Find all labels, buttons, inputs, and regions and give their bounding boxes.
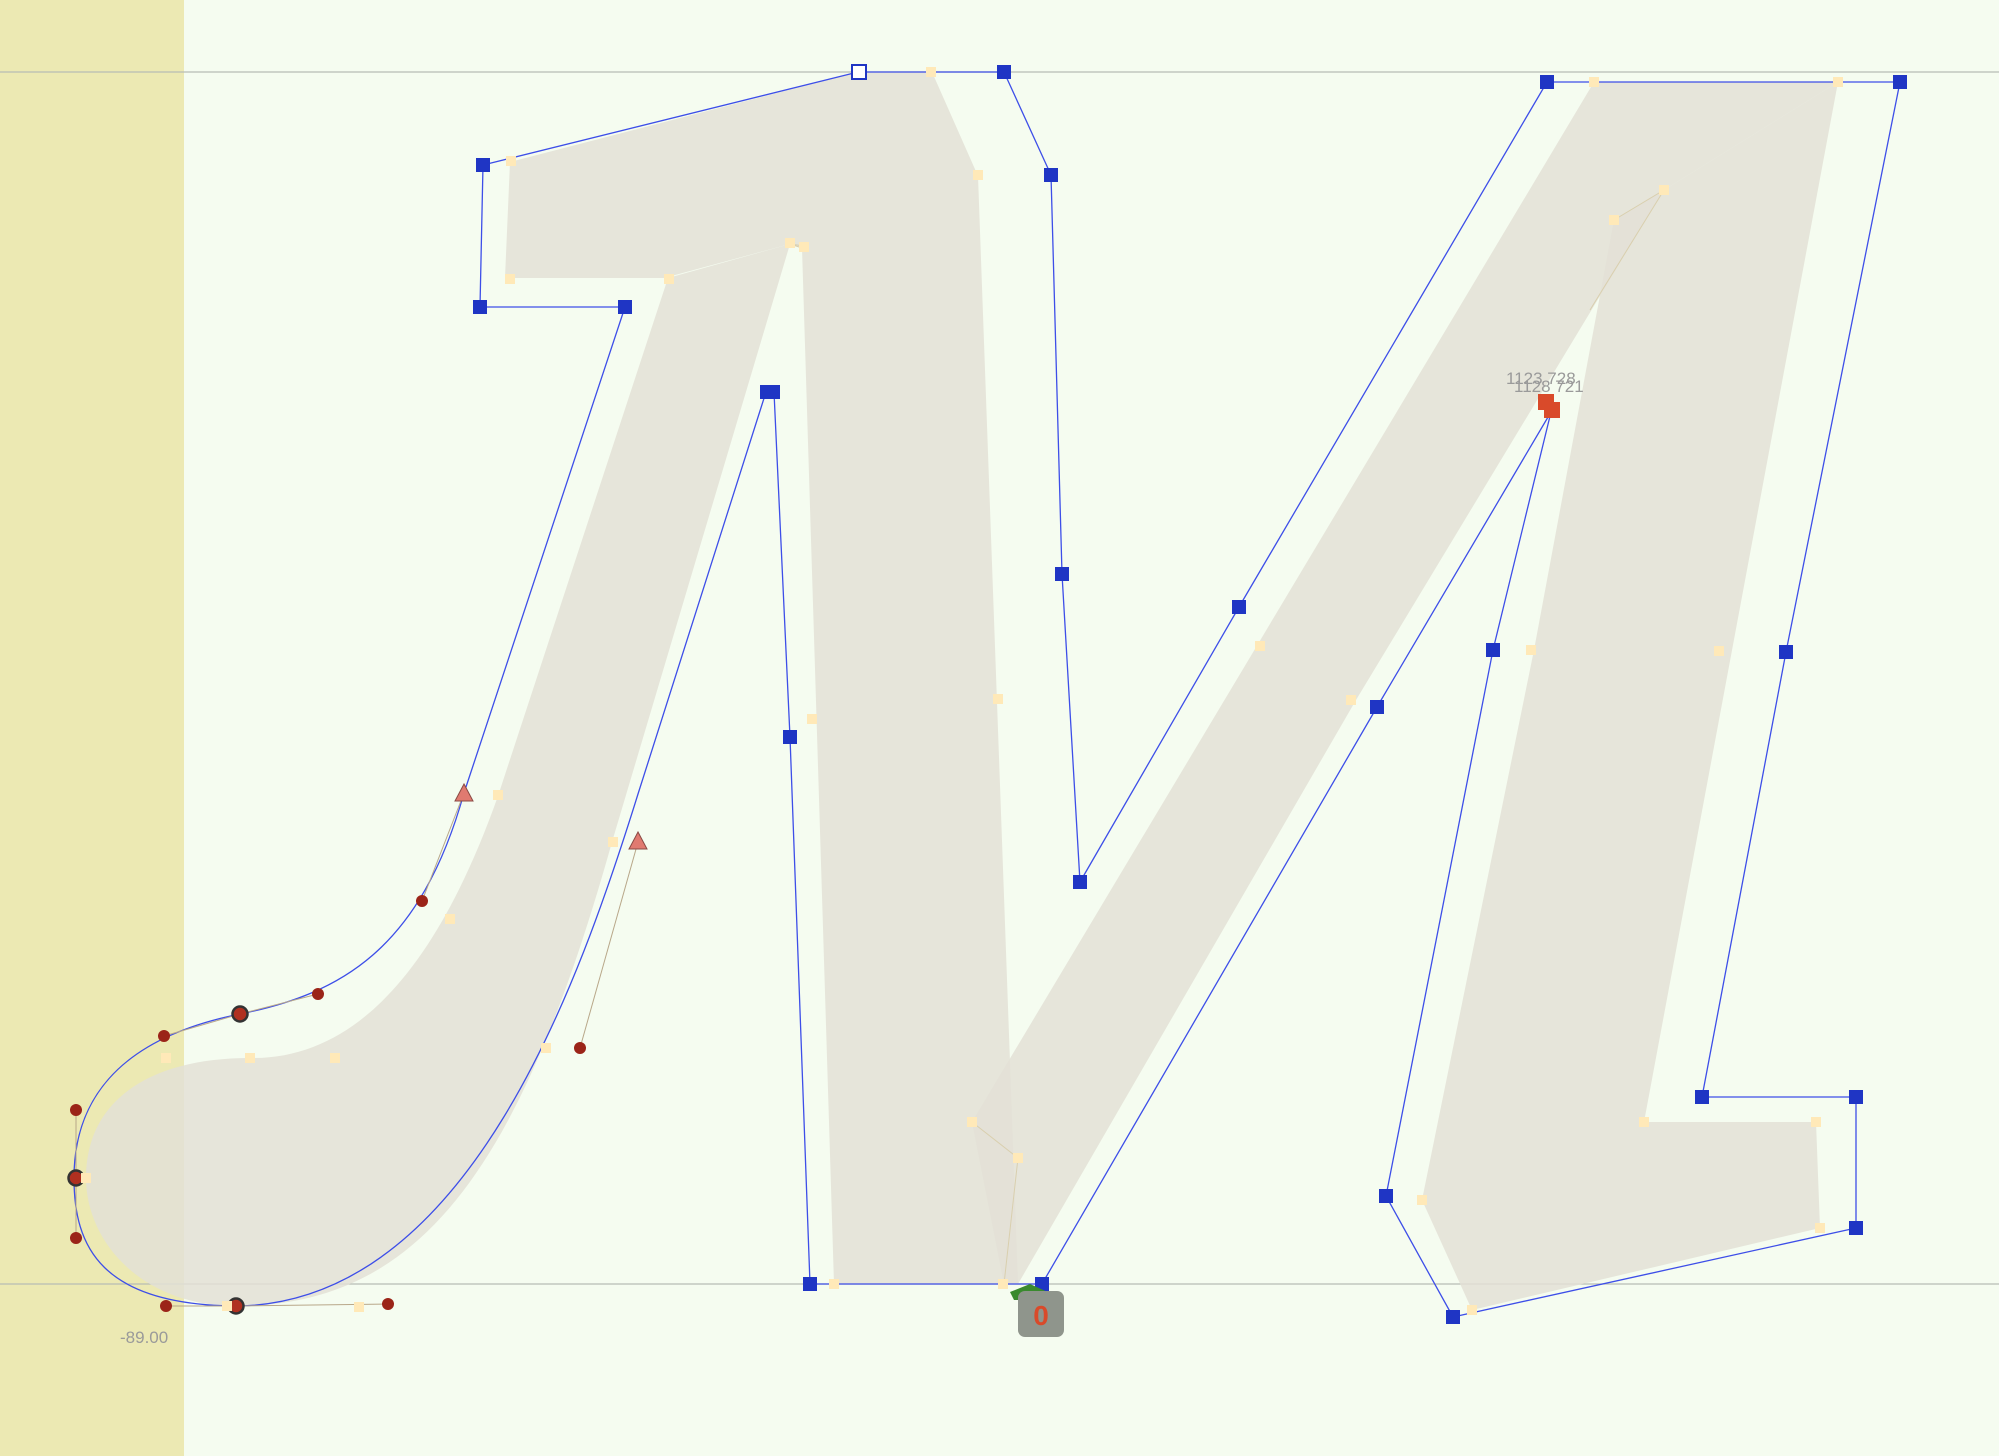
square-node-icon[interactable] — [766, 385, 780, 399]
square-node-icon[interactable] — [1055, 567, 1069, 581]
square-node-icon[interactable] — [476, 158, 490, 172]
handle-point[interactable] — [312, 988, 324, 1000]
square-node-icon[interactable] — [997, 65, 1011, 79]
handle-point[interactable] — [416, 895, 428, 907]
square-node-icon[interactable] — [1540, 75, 1554, 89]
triangle-node-icon[interactable] — [454, 782, 474, 802]
square-node-icon[interactable] — [1035, 1277, 1049, 1291]
triangle-node-icon[interactable] — [628, 830, 648, 850]
off-curve-handles[interactable] — [70, 895, 586, 1312]
bezier-handle-lines — [75, 792, 639, 1307]
tangent-nodes[interactable] — [454, 782, 648, 850]
glyph-fill-left-hook — [86, 244, 790, 1306]
corner-nodes[interactable] — [473, 65, 1907, 1324]
square-node-icon[interactable] — [803, 1277, 817, 1291]
glyph-fill-diagonal — [972, 82, 1838, 1284]
square-node-icon[interactable] — [1849, 1090, 1863, 1104]
construction-line-top — [789, 243, 805, 249]
selected-node[interactable] — [1544, 402, 1560, 418]
square-node-icon[interactable] — [618, 300, 632, 314]
handle-point[interactable] — [574, 1042, 586, 1054]
node-coordinate-secondary: 1128 721 — [1514, 377, 1584, 396]
square-node-icon[interactable] — [1779, 645, 1793, 659]
glyph-contour-outline[interactable] — [73, 71, 1901, 1318]
handle-point[interactable] — [382, 1298, 394, 1310]
node-coordinate-primary: 1123 728 — [1506, 369, 1576, 388]
square-node-icon[interactable] — [1073, 875, 1087, 889]
square-node-icon[interactable] — [1379, 1189, 1393, 1203]
square-node-icon[interactable] — [1446, 1310, 1460, 1324]
contour-start-node[interactable] — [851, 64, 867, 80]
square-node-icon[interactable] — [1370, 700, 1384, 714]
square-node-icon[interactable] — [1849, 1221, 1863, 1235]
square-node-icon[interactable] — [1893, 75, 1907, 89]
handle-point[interactable] — [158, 1030, 170, 1042]
selected-nodes[interactable] — [1538, 394, 1560, 418]
origin-badge[interactable] — [1018, 1291, 1064, 1337]
square-node-icon[interactable] — [1232, 600, 1246, 614]
glyph-fill-left-stroke — [505, 72, 1018, 1284]
square-node-icon[interactable] — [473, 300, 487, 314]
square-node-icon[interactable] — [1486, 643, 1500, 657]
glyph-fill-right-stem — [1422, 82, 1838, 1310]
sidebearing-value-label: -89.00 — [120, 1328, 168, 1347]
square-node-icon[interactable] — [1695, 1090, 1709, 1104]
handle-point[interactable] — [160, 1300, 172, 1312]
square-node-icon[interactable] — [1044, 168, 1058, 182]
handle-point[interactable] — [70, 1232, 82, 1244]
smooth-nodes[interactable] — [67, 1005, 249, 1315]
handle-point[interactable] — [70, 1104, 82, 1116]
circle-node-icon[interactable] — [231, 1005, 249, 1023]
square-node-icon[interactable] — [783, 730, 797, 744]
inner-contour-markers — [81, 67, 1843, 1315]
origin-badge-value: 0 — [1033, 1300, 1049, 1331]
